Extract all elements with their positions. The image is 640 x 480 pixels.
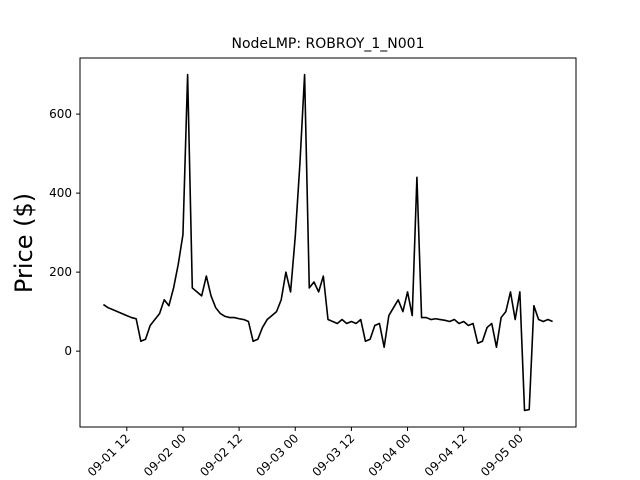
x-tick-label: 09-02 00 — [141, 431, 189, 479]
price-line — [102, 73, 553, 412]
y-tick-label: 600 — [49, 107, 72, 121]
chart-title: NodeLMP: ROBROY_1_N001 — [231, 36, 424, 52]
x-tick-label: 09-03 00 — [253, 431, 301, 479]
y-tick-label: 400 — [49, 186, 72, 200]
x-tick-label: 09-04 00 — [366, 431, 414, 479]
x-tick-label: 09-02 12 — [197, 431, 245, 479]
x-tick-label: 09-03 12 — [309, 431, 357, 479]
y-tick-label: 0 — [64, 344, 72, 358]
x-tick-label: 09-05 00 — [478, 431, 526, 479]
x-tick-label: 09-01 12 — [85, 431, 133, 479]
y-tick-label: 200 — [49, 265, 72, 279]
plot-frame — [79, 57, 577, 428]
x-tick-label: 09-04 12 — [422, 431, 470, 479]
y-axis-label: Price ($) — [10, 193, 38, 293]
